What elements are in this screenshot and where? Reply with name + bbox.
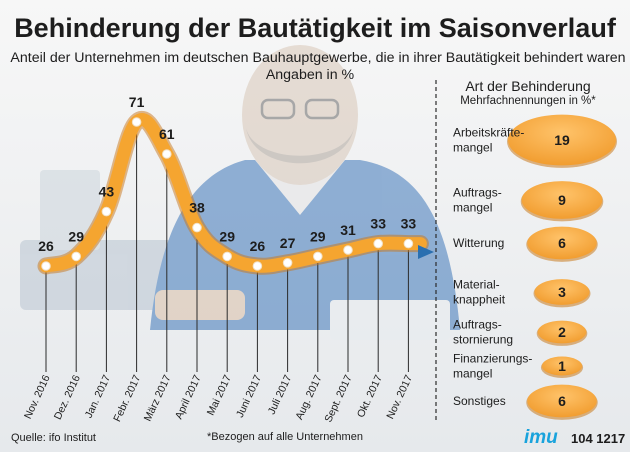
bubble-label: knappheit [453, 293, 506, 307]
bubble-value: 6 [558, 235, 566, 251]
photo-monitor [40, 170, 100, 250]
data-point [71, 251, 81, 262]
value-label: 71 [129, 94, 145, 110]
arrow-to-panel [418, 245, 434, 259]
photo-papers [330, 300, 450, 340]
behinderung-panel: Art der Behinderung Mehrfachnennungen in… [435, 78, 617, 420]
bubble [537, 320, 587, 344]
data-point [343, 245, 353, 255]
bubble-item: 6 Sonstiges [453, 384, 598, 420]
bubble-value: 9 [558, 192, 566, 208]
bubble-label: Sonstiges [453, 394, 506, 408]
bubble-label: Auftrags- [453, 186, 502, 200]
data-point [373, 238, 384, 249]
value-label: 33 [401, 216, 417, 232]
bubble-value: 19 [554, 132, 570, 148]
data-point [252, 261, 263, 271]
bubble-label: Arbeitskräfte- [453, 126, 524, 140]
value-label: 26 [38, 238, 54, 254]
bubble [508, 114, 616, 166]
bubble [541, 356, 583, 376]
value-label: 31 [340, 222, 356, 238]
panel-subtitle: Mehrfachnennungen in %* [460, 95, 596, 107]
data-point [403, 238, 414, 249]
bubble-label: stornierung [453, 333, 513, 347]
value-label: 29 [310, 228, 326, 244]
bubble-value: 2 [558, 324, 566, 340]
value-label: 29 [68, 228, 84, 244]
bubble-value: 6 [558, 393, 566, 409]
value-labels: 26 29 43 71 61 38 29 26 27 29 31 33 33 [38, 94, 416, 254]
data-point [313, 251, 323, 262]
data-point [282, 258, 293, 268]
data-point [192, 222, 202, 233]
data-point [131, 117, 142, 127]
value-label: 38 [189, 200, 205, 216]
brand-logo: imu [524, 427, 558, 448]
bubble-label: Finanzierungs- [453, 352, 532, 366]
data-point [41, 261, 51, 271]
month-gridlines [45, 122, 409, 372]
bubble [527, 226, 597, 260]
value-label: 27 [280, 235, 296, 251]
chart-subtitle: Anteil der Unternehmen im deutschen Bauh… [10, 50, 625, 66]
photo-hands [155, 290, 245, 320]
chart-title: Behinderung der Bautätigkeit im Saisonve… [14, 13, 617, 43]
bubble-value: 1 [558, 358, 566, 374]
data-point [101, 206, 112, 217]
bubble-label: Auftrags- [453, 318, 502, 332]
value-label: 26 [250, 238, 266, 254]
value-label: 43 [99, 184, 115, 200]
value-label: 61 [159, 126, 175, 142]
background-photo [20, 45, 460, 340]
panel-title: Art der Behinderung [465, 78, 590, 94]
photo-glasses-left [260, 98, 296, 120]
photo-glasses-right [304, 98, 340, 120]
photo-beard [246, 128, 354, 164]
bubble-label: mangel [453, 141, 492, 155]
bubble-item: 3 Material-knappheit [453, 278, 591, 308]
bubble-item: 19 Arbeitskräfte-mangel [453, 114, 617, 168]
chart-unit-label: Angaben in % [266, 67, 355, 83]
bubble [534, 279, 590, 305]
bubble-item: 1 Finanzierungs-mangel [453, 352, 584, 381]
bubble-label: mangel [453, 201, 492, 215]
photo-head [242, 45, 358, 185]
bubble-label: Material- [453, 278, 500, 292]
graphic-id: 104 1217 [571, 431, 625, 446]
value-label: 29 [219, 228, 235, 244]
bubble-list: 19 Arbeitskräfte-mangel 9 Auftrags-mangel 6 W… [453, 114, 617, 420]
bubble-item: 6 Witterung [453, 226, 598, 262]
bubble-label: mangel [453, 367, 492, 381]
line-series [37, 111, 429, 275]
bubble [521, 181, 603, 219]
bubble [527, 384, 597, 418]
bubble-value: 3 [558, 284, 566, 300]
data-point [162, 149, 172, 159]
source-note: Quelle: ifo Institut [11, 432, 96, 444]
data-point [222, 251, 232, 262]
bubble-label: Witterung [453, 236, 504, 250]
bubble-item: 9 Auftrags-mangel [453, 181, 604, 222]
footnote: *Bezogen auf alle Unternehmen [207, 431, 363, 443]
value-label: 33 [370, 216, 386, 232]
bubble-item: 2 Auftrags-stornierung [453, 318, 588, 347]
